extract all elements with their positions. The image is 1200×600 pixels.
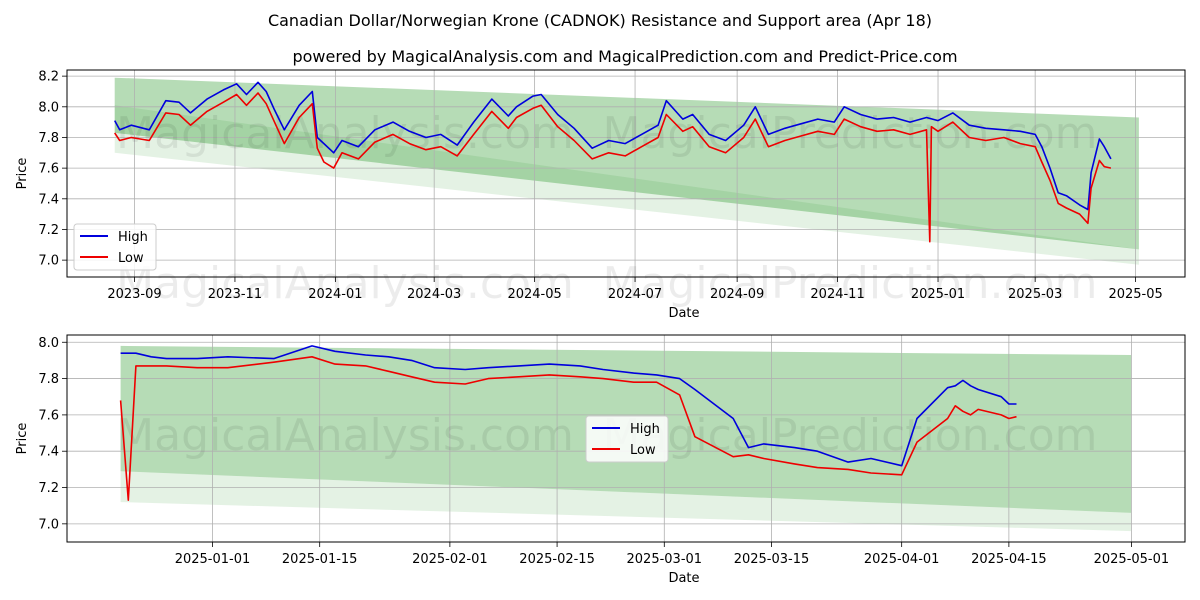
y-tick-label: 7.8: [38, 372, 59, 387]
resistance-support-band: [114, 77, 1139, 250]
chart-title: Canadian Dollar/Norwegian Krone (CADNOK)…: [268, 11, 932, 30]
x-tick-label: 2024-01: [308, 287, 362, 302]
watermark-text: MagicalAnalysis.com: [116, 410, 574, 461]
low-series-line: [119, 356, 1017, 501]
x-tick-label: 2025-03-01: [627, 552, 703, 567]
legend-low-label: Low: [630, 443, 656, 458]
x-tick-label: 2025-04-15: [971, 552, 1047, 567]
x-tick-label: 2023-09: [107, 287, 161, 302]
y-tick-label: 8.2: [38, 70, 59, 85]
y-tick-label: 7.4: [38, 192, 59, 207]
bottom-chart-panel: 2025-01-01 2025-01-15 2025-02-01 2025-02-15…: [15, 334, 1186, 586]
y-tick-label: 7.4: [38, 445, 59, 460]
x-axis-label: Date: [668, 306, 699, 321]
x-tick-label: 2024-09: [710, 287, 764, 302]
y-tick-label: 7.8: [38, 131, 59, 146]
legend: High Low: [73, 223, 157, 271]
watermark-text: MagicalAnalysis.com: [116, 258, 574, 309]
watermark-text: MagicalAnalysis.com: [116, 108, 574, 159]
y-tick-label: 7.0: [38, 254, 59, 269]
x-tick-label: 2024-11: [810, 287, 864, 302]
plot-frame: [66, 334, 1186, 543]
chart-subtitle: powered by MagicalAnalysis.com and Magic…: [292, 47, 957, 66]
x-tick-label: 2024-07: [608, 287, 662, 302]
x-tick-label: 2025-05-01: [1094, 552, 1170, 567]
low-series-line: [114, 92, 1112, 243]
lower-support-band: [120, 471, 1132, 532]
y-tick-label: 7.2: [38, 223, 59, 238]
grid-group: 2025-01-01 2025-01-15 2025-02-01 2025-02-15…: [38, 335, 1185, 567]
x-tick-label: 2025-03: [1008, 287, 1062, 302]
x-tick-label: 2025-03-15: [734, 552, 810, 567]
x-tick-label: 2025-01-15: [282, 552, 358, 567]
x-tick-label: 2025-02-01: [412, 552, 488, 567]
high-series-line: [120, 345, 1017, 467]
legend: High Low: [585, 415, 669, 463]
x-tick-label: 2025-01: [911, 287, 965, 302]
x-axis-label: Date: [668, 571, 699, 586]
lower-support-band: [114, 105, 1139, 265]
series-group: [119, 345, 1017, 501]
y-tick-label: 7.0: [38, 517, 59, 532]
x-tick-label: 2024-03: [407, 287, 461, 302]
watermark-text: MagicalPrediction.com: [603, 410, 1098, 461]
plot-frame: [66, 69, 1186, 278]
y-tick-label: 8.0: [38, 336, 59, 351]
y-tick-label: 8.0: [38, 100, 59, 115]
watermark-text: MagicalPrediction.com: [603, 108, 1098, 159]
y-axis-label: Price: [15, 423, 30, 455]
legend-low-label: Low: [118, 251, 144, 266]
series-group: [113, 81, 1112, 243]
grid-group: 2023-09 2023-11 2024-01 2024-03 2024-05 2024-…: [38, 70, 1185, 302]
y-axis-label: Price: [15, 158, 30, 190]
x-tick-label: 2025-04-01: [864, 552, 940, 567]
high-series-line: [113, 81, 1112, 211]
x-tick-label: 2025-02-15: [519, 552, 595, 567]
watermark-text: MagicalPrediction.com: [603, 258, 1098, 309]
y-tick-label: 7.6: [38, 162, 59, 177]
x-tick-label: 2025-05: [1108, 287, 1162, 302]
x-tick-label: 2024-05: [507, 287, 561, 302]
y-tick-label: 7.2: [38, 481, 59, 496]
x-tick-label: 2025-01-01: [175, 552, 251, 567]
top-chart-panel: 2023-09 2023-11 2024-01 2024-03 2024-05 2024-…: [15, 69, 1186, 321]
legend-high-label: High: [118, 230, 148, 245]
band-group: [114, 77, 1139, 265]
legend-high-label: High: [630, 422, 660, 437]
x-tick-label: 2023-11: [208, 287, 262, 302]
y-tick-label: 7.6: [38, 408, 59, 423]
